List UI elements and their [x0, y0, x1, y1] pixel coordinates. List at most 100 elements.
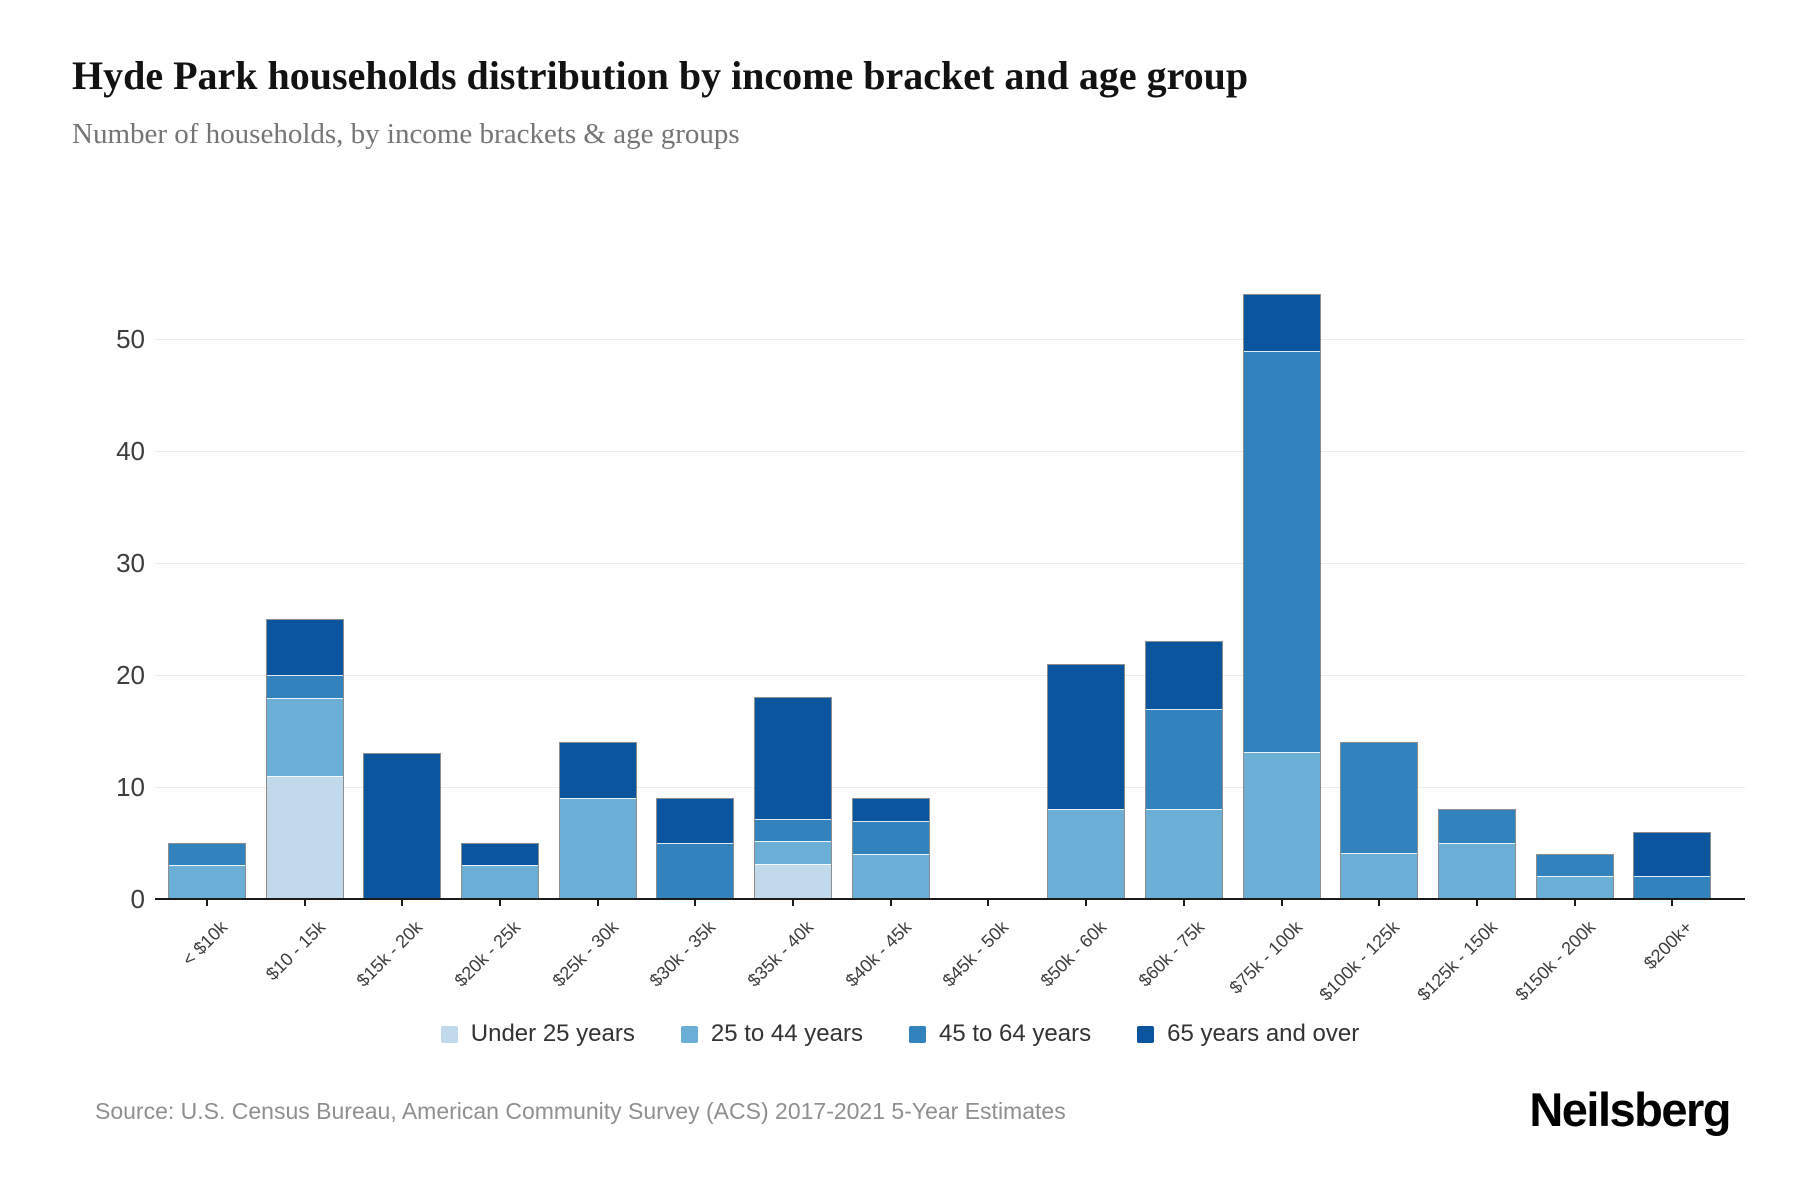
y-gridline: [155, 451, 1745, 452]
bar-50k-60k[interactable]: [1047, 663, 1126, 899]
y-gridline: [155, 787, 1745, 788]
x-axis-category-label: $45k - 50k: [938, 917, 1013, 991]
bar-segment[interactable]: [1634, 832, 1711, 876]
bar-segment[interactable]: [266, 698, 343, 776]
bar-30k-35k[interactable]: [656, 798, 735, 899]
bar-segment[interactable]: [755, 818, 832, 842]
bar-segment[interactable]: [755, 864, 832, 898]
x-axis-tick: [401, 900, 404, 906]
page-subtitle: Number of households, by income brackets…: [72, 118, 740, 150]
bar-segment[interactable]: [1634, 875, 1711, 898]
x-axis-category-label: $20k - 25k: [450, 917, 525, 991]
bar-segment[interactable]: [364, 754, 441, 898]
x-axis-category-label: $125k - 150k: [1413, 917, 1502, 1005]
x-axis-line: [155, 898, 1745, 900]
x-axis-category-label: $25k - 30k: [548, 917, 622, 991]
y-gridline: [155, 563, 1745, 564]
bar-segment[interactable]: [1341, 743, 1418, 854]
bar-segment[interactable]: [1145, 642, 1222, 709]
legend-swatch-icon: [1137, 1025, 1155, 1043]
bar-segment[interactable]: [266, 620, 343, 675]
bar-segment[interactable]: [266, 675, 343, 698]
legend-item[interactable]: Under 25 years: [440, 1020, 635, 1048]
bar-segment[interactable]: [1536, 855, 1613, 877]
bar-segment[interactable]: [1438, 842, 1515, 898]
x-axis-tick: [596, 900, 599, 906]
bar-segment[interactable]: [1048, 664, 1125, 809]
bar-125k-150k[interactable]: [1437, 809, 1516, 899]
bar-35k-40k[interactable]: [754, 697, 833, 899]
bar-segment[interactable]: [559, 798, 636, 898]
bar-60k-75k[interactable]: [1144, 641, 1223, 899]
bar-25k-30k[interactable]: [558, 742, 637, 899]
bar-segment[interactable]: [559, 743, 636, 799]
legend-label: 65 years and over: [1167, 1020, 1360, 1047]
x-axis-tick: [889, 900, 892, 906]
page-title: Hyde Park households distribution by inc…: [72, 53, 1249, 98]
bar-segment[interactable]: [1438, 810, 1515, 843]
x-axis-tick: [303, 900, 306, 906]
bar-segment[interactable]: [657, 799, 734, 843]
x-axis-tick: [1182, 900, 1185, 906]
neilsberg-logo: Neilsberg: [1529, 1083, 1731, 1136]
x-axis-tick: [1085, 900, 1088, 906]
bar-segment[interactable]: [1243, 295, 1320, 351]
bar-segment[interactable]: [168, 844, 245, 866]
y-axis-tick-label: 0: [130, 884, 145, 914]
x-axis-category-label: $35k - 40k: [743, 917, 818, 991]
y-axis-tick-label: 30: [116, 548, 145, 578]
x-axis-category-label: $200k+: [1640, 917, 1697, 974]
bar-segment[interactable]: [852, 853, 929, 898]
bar-10-15k[interactable]: [265, 619, 344, 899]
x-axis-category-label: $75k - 100k: [1225, 917, 1306, 998]
bar-segment[interactable]: [461, 844, 538, 866]
y-gridline: [155, 675, 1745, 676]
legend-label: 45 to 64 years: [938, 1020, 1092, 1047]
y-axis-tick-label: 50: [116, 324, 145, 354]
legend-item[interactable]: 65 years and over: [1137, 1020, 1359, 1048]
bar-segment[interactable]: [1048, 808, 1125, 898]
bar-segment[interactable]: [1145, 808, 1222, 898]
x-axis-category-label: $10 - 15k: [261, 917, 329, 985]
bar-75k-100k[interactable]: [1242, 294, 1321, 899]
bar-segment[interactable]: [852, 799, 929, 821]
bar-100k-125k[interactable]: [1340, 742, 1419, 899]
x-axis-category-label: $15k - 20k: [352, 917, 427, 991]
legend-item[interactable]: 25 to 44 years: [680, 1020, 863, 1048]
bar-segment[interactable]: [1243, 752, 1320, 898]
bar-20k-25k[interactable]: [460, 843, 539, 899]
bar-15k-20k[interactable]: [363, 753, 442, 899]
bar-10k[interactable]: [167, 843, 246, 899]
x-axis-tick: [1671, 900, 1674, 906]
bar-segment[interactable]: [755, 698, 832, 819]
x-axis-tick: [987, 900, 990, 906]
x-axis-category-label: $150k - 200k: [1511, 917, 1599, 1005]
bar-segment[interactable]: [1243, 350, 1320, 753]
bar-segment[interactable]: [461, 865, 538, 898]
legend-swatch-icon: [908, 1025, 926, 1043]
bar-segment[interactable]: [1536, 876, 1613, 898]
bar-segment[interactable]: [657, 842, 734, 898]
bar-segment[interactable]: [755, 841, 832, 865]
legend-label: Under 25 years: [470, 1020, 635, 1047]
x-axis-tick: [1378, 900, 1381, 906]
legend-label: 25 to 44 years: [710, 1020, 863, 1047]
x-axis-category-label: $30k - 35k: [645, 917, 720, 991]
bar-segment[interactable]: [852, 820, 929, 854]
bar-40k-45k[interactable]: [851, 798, 930, 899]
x-axis-tick: [694, 900, 697, 906]
bar-150k-200k[interactable]: [1535, 854, 1614, 899]
bar-200k[interactable]: [1633, 831, 1712, 899]
x-axis-tick: [792, 900, 795, 906]
bar-segment[interactable]: [266, 776, 343, 898]
bar-segment[interactable]: [168, 865, 245, 898]
bar-segment[interactable]: [1145, 708, 1222, 809]
x-axis-tick: [1573, 900, 1576, 906]
x-axis-category-label: $50k - 60k: [1036, 917, 1111, 991]
y-gridline: [155, 339, 1745, 340]
bar-segment[interactable]: [1341, 853, 1418, 898]
x-axis-category-label: $40k - 45k: [841, 917, 915, 991]
x-axis-tick: [205, 900, 208, 906]
legend-item[interactable]: 45 to 64 years: [908, 1020, 1092, 1048]
